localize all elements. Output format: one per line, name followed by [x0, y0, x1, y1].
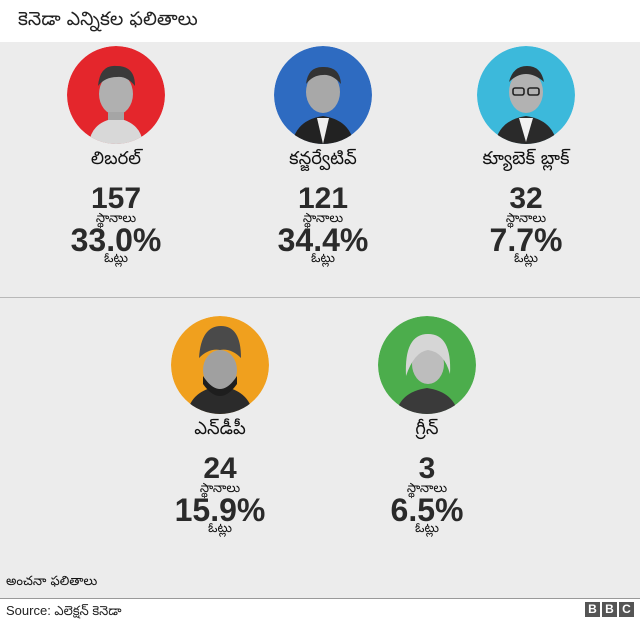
seat-count: 157: [90, 182, 142, 215]
vote-share: 6.5%: [390, 492, 464, 528]
seats-label: స్థానాలు: [199, 481, 241, 496]
source-credit: Source: ఎలెక్షన్ కెనెడా: [6, 603, 122, 618]
vote-share: 33.0%: [70, 222, 162, 258]
party-leader-avatar: [477, 46, 575, 144]
seats-label: స్థానాలు: [95, 211, 137, 226]
estimate-note: అంచనా ఫలితాలు: [6, 574, 98, 589]
chart-title: కెనెడా ఎన్నికల ఫలితాలు: [18, 8, 198, 30]
seats-label: స్థానాలు: [302, 211, 344, 226]
seat-count: 3: [418, 452, 436, 485]
votes-label: ఓట్లు: [103, 251, 129, 266]
vote-share: 7.7%: [489, 222, 563, 258]
vote-share: 15.9%: [174, 492, 266, 528]
party-card-conservative: కన్జర్వేటివ్ 121 స్థానాలు 34.4% ఓట్లు: [243, 46, 403, 266]
vote-share: 34.4%: [277, 222, 369, 258]
seat-count: 121: [297, 182, 349, 215]
party-name: కన్జర్వేటివ్: [289, 148, 357, 169]
votes-label: ఓట్లు: [207, 521, 233, 536]
party-card-green: గ్రీన్ 3 స్థానాలు 6.5% ఓట్లు: [347, 316, 507, 536]
party-leader-avatar: [378, 316, 476, 414]
leader-photo: [274, 46, 372, 144]
votes-label: ఓట్లు: [414, 521, 440, 536]
party-leader-avatar: [67, 46, 165, 144]
party-card-ndp: ఎన్‌డీపీ 24 స్థానాలు 15.9% ఓట్లు: [140, 316, 300, 536]
row-divider: [0, 297, 640, 298]
votes-label: ఓట్లు: [513, 251, 539, 266]
party-name: క్యూబెక్ బ్లాక్: [482, 148, 570, 169]
leader-photo: [378, 316, 476, 414]
party-name: ఎన్‌డీపీ: [194, 418, 246, 439]
leader-photo: [477, 46, 575, 144]
party-card-liberal: లిబరల్ 157 స్థానాలు 33.0% ఓట్లు: [36, 46, 196, 266]
party-name: లిబరల్: [90, 148, 142, 169]
party-card-bloc: క్యూబెక్ బ్లాక్ 32 స్థానాలు 7.7% ఓట్లు: [446, 46, 606, 266]
seats-label: స్థానాలు: [505, 211, 547, 226]
party-leader-avatar: [171, 316, 269, 414]
seats-label: స్థానాలు: [406, 481, 448, 496]
leader-photo: [67, 46, 165, 144]
bbc-logo-letter: B: [602, 602, 617, 617]
party-leader-avatar: [274, 46, 372, 144]
bbc-logo-letter: C: [619, 602, 634, 617]
leader-photo: [171, 316, 269, 414]
source-divider: [0, 598, 640, 599]
bbc-logo-letter: B: [585, 602, 600, 617]
party-name: గ్రీన్: [415, 418, 439, 439]
bbc-logo: B B C: [585, 602, 634, 617]
seat-count: 32: [509, 182, 543, 215]
seat-count: 24: [203, 452, 237, 485]
votes-label: ఓట్లు: [310, 251, 336, 266]
